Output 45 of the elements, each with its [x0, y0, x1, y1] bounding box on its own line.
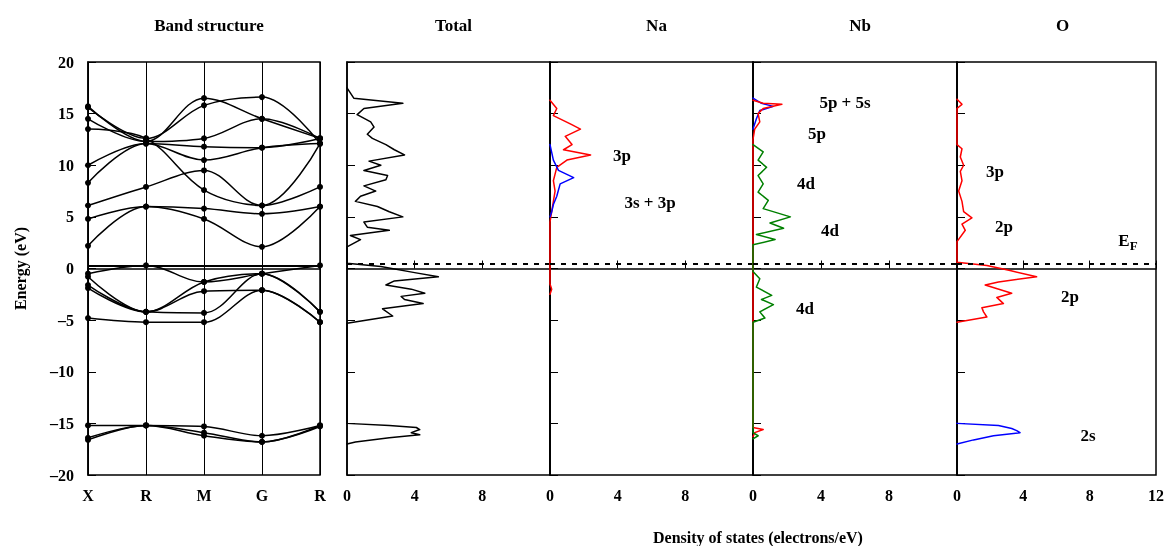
y-tick-label: 20	[58, 53, 74, 71]
x-tick-label: M	[196, 486, 212, 504]
annotation: 3s + 3p	[624, 192, 676, 212]
y-axis-title: Energy (eV)	[11, 226, 30, 311]
chart-title: Na	[646, 16, 668, 35]
x-tick-label: 0	[953, 486, 961, 504]
x-tick-label: R	[140, 486, 153, 504]
x-tick-label: R	[314, 486, 327, 504]
x-tick-label: 8	[1085, 486, 1094, 504]
x-tick-label: 8	[885, 486, 893, 504]
x-tick-label: 0	[343, 486, 351, 504]
y-tick-label: 15	[58, 105, 74, 123]
chart-title: Total	[434, 16, 473, 35]
chart-title: Band structure	[154, 16, 265, 35]
x-tick-label: 4	[1019, 486, 1028, 504]
annotation: 2s	[1080, 425, 1096, 445]
x-tick-label: 8	[681, 486, 690, 504]
x-tick-label: 0	[546, 486, 554, 504]
annotation: 2p	[995, 216, 1013, 236]
y-tick-label: 0	[66, 260, 74, 277]
annotation: 5p + 5s	[819, 92, 872, 112]
y-tick-label: –15	[49, 414, 74, 432]
x-tick-label: 12	[1148, 486, 1164, 504]
annotation: 4d	[821, 220, 840, 240]
x-tick-label: X	[82, 486, 95, 504]
annotation: 3p	[613, 145, 631, 165]
chart-title: Nb	[849, 16, 871, 35]
y-tick-label: 5	[66, 208, 74, 226]
x-tick-label: 4	[817, 486, 825, 504]
x-tick-label: 0	[749, 486, 757, 504]
annotation: 3p	[986, 161, 1004, 181]
x-tick-label: 4	[613, 486, 622, 504]
y-tick-label: 10	[58, 156, 74, 174]
y-tick-label: –10	[49, 363, 74, 381]
x-tick-label: G	[255, 486, 269, 504]
annotation: 4d	[796, 298, 815, 318]
chart-title: O	[1055, 16, 1070, 35]
y-tick-label: –20	[49, 466, 74, 484]
annotation: 5p	[808, 123, 826, 143]
annotation: 4d	[797, 173, 816, 193]
y-tick-label: –5	[57, 311, 74, 329]
annotation: 2p	[1061, 286, 1079, 306]
x-tick-label: 4	[410, 486, 419, 504]
x-tick-label: 8	[478, 486, 487, 504]
x-axis-title: Density of states (electrons/eV)	[653, 528, 863, 546]
